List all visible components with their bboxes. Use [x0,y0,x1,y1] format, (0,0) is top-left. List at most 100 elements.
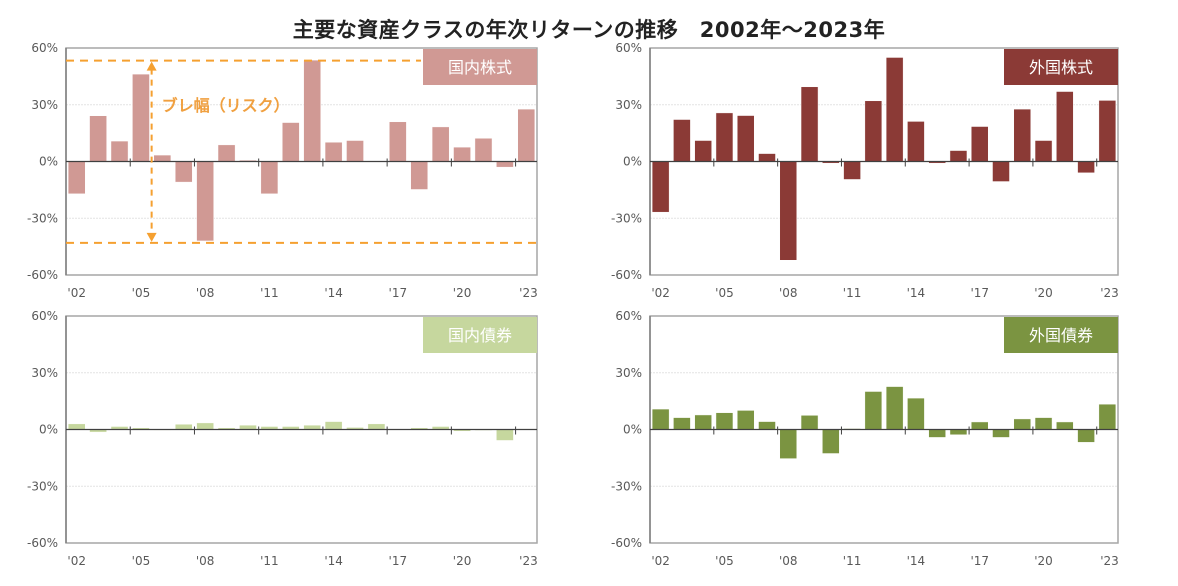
x-tick-label: '23 [519,286,538,300]
bar-2022 [1077,161,1095,174]
bar-2003 [673,417,691,430]
y-tick-label: -60% [27,268,58,282]
bar-2008 [779,161,798,261]
bar-2008 [196,422,214,430]
bar-2015 [346,140,364,162]
chart-title: 国内株式 [448,58,512,77]
risk-label: ブレ幅（リスク） [162,96,290,115]
x-tick-label: '08 [779,554,798,568]
x-tick-label: '17 [389,554,408,568]
y-tick-label: -60% [27,536,58,550]
bar-2018 [410,161,429,190]
y-tick-label: 0% [39,155,58,169]
bar-2022 [1077,429,1095,443]
bar-2019 [1013,418,1032,430]
bar-2009 [800,415,819,430]
y-tick-label: -30% [27,211,58,225]
bar-2002 [67,423,86,430]
y-tick-label: -60% [611,268,642,282]
bar-2008 [196,161,214,242]
x-tick-label: '11 [843,554,862,568]
bar-2016 [367,423,386,430]
x-tick-label: '02 [67,286,86,300]
bar-2002 [651,408,670,430]
x-tick-label: '20 [453,286,472,300]
chart-title-badge [1004,317,1118,353]
bar-2002 [67,161,86,195]
chart-panel-2: 60% 30% 0% -30% -60% '02 '05 '08 '11 '14 '17 '20 '23… [27,309,538,568]
x-tick-label: '14 [907,286,926,300]
bar-2007 [174,161,193,183]
x-tick-label: '20 [1034,286,1053,300]
chart-title: 国内債券 [448,326,512,345]
y-tick-label: 0% [623,423,642,437]
x-tick-label: '05 [132,286,151,300]
bar-2011 [843,161,861,180]
bar-2012 [864,100,883,162]
x-tick-label: '17 [389,286,408,300]
risk-annotation: ブレ幅（リスク） [66,59,537,244]
bar-2017 [970,126,989,162]
x-tick-label: '08 [196,554,215,568]
bar-2022 [496,161,514,168]
x-tick-label: '02 [651,554,670,568]
chart-title-badge [423,317,537,353]
x-tick-label: '20 [453,554,472,568]
bar-2010 [239,424,257,430]
chart-panel-0: 60% 30% 0% -30% -60% '02 '05 '08 '11 '14 '17 '20 '23… [27,41,538,300]
bar-2012 [864,391,883,430]
x-tick-label: '23 [519,554,538,568]
x-tick-label: '11 [260,554,279,568]
bar-2018 [992,161,1010,182]
x-tick-label: '14 [324,286,343,300]
bar-2015 [928,429,946,438]
y-tick-label: -60% [611,536,642,550]
y-tick-label: 60% [31,41,58,55]
bar-2003 [89,115,107,162]
bar-2005 [715,112,734,162]
bar-2020 [1034,140,1053,162]
bar-2003 [673,119,691,162]
x-tick-label: '08 [196,286,215,300]
x-tick-label: '08 [779,286,798,300]
bar-2016 [949,429,968,436]
chart-title: 外国株式 [1029,58,1093,77]
x-tick-label: '23 [1100,554,1119,568]
bar-2017 [970,421,989,430]
bar-2006 [153,154,172,162]
y-tick-label: 60% [615,41,642,55]
arrow-down-icon [146,232,157,242]
x-tick-label: '14 [324,554,343,568]
x-tick-label: '17 [970,554,989,568]
bar-2007 [758,153,776,162]
chart-title-badge [423,49,537,85]
bar-2021 [1056,421,1074,430]
x-tick-label: '11 [260,286,279,300]
bar-2018 [992,429,1010,438]
bar-2013 [885,386,904,430]
y-tick-label: 30% [615,98,642,112]
x-tick-label: '20 [1034,554,1053,568]
bar-2013 [303,59,322,162]
x-tick-label: '05 [715,286,734,300]
bar-2007 [174,423,193,430]
main-title: 主要な資産クラスの年次リターンの推移 2002年～2023年 [292,18,886,42]
bar-2007 [758,421,776,430]
x-tick-label: '05 [132,554,151,568]
bar-2014 [324,141,343,162]
bar-2011 [260,161,279,195]
bar-2022 [496,429,514,441]
chart-title: 外国債券 [1029,326,1093,345]
chart-panel-1: 60% 30% 0% -30% -60% '02 '05 '08 '11 '14 '17 '20 '23… [611,41,1119,300]
bar-2014 [324,421,343,430]
bar-2009 [800,86,819,162]
y-tick-label: 30% [615,366,642,380]
bar-2023 [1098,403,1117,430]
x-tick-label: '05 [715,554,734,568]
bar-2006 [736,410,755,430]
bar-2020 [1034,417,1053,430]
bar-2005 [132,73,150,162]
bar-2006 [736,115,755,162]
y-tick-label: -30% [27,479,58,493]
x-tick-label: '14 [907,554,926,568]
